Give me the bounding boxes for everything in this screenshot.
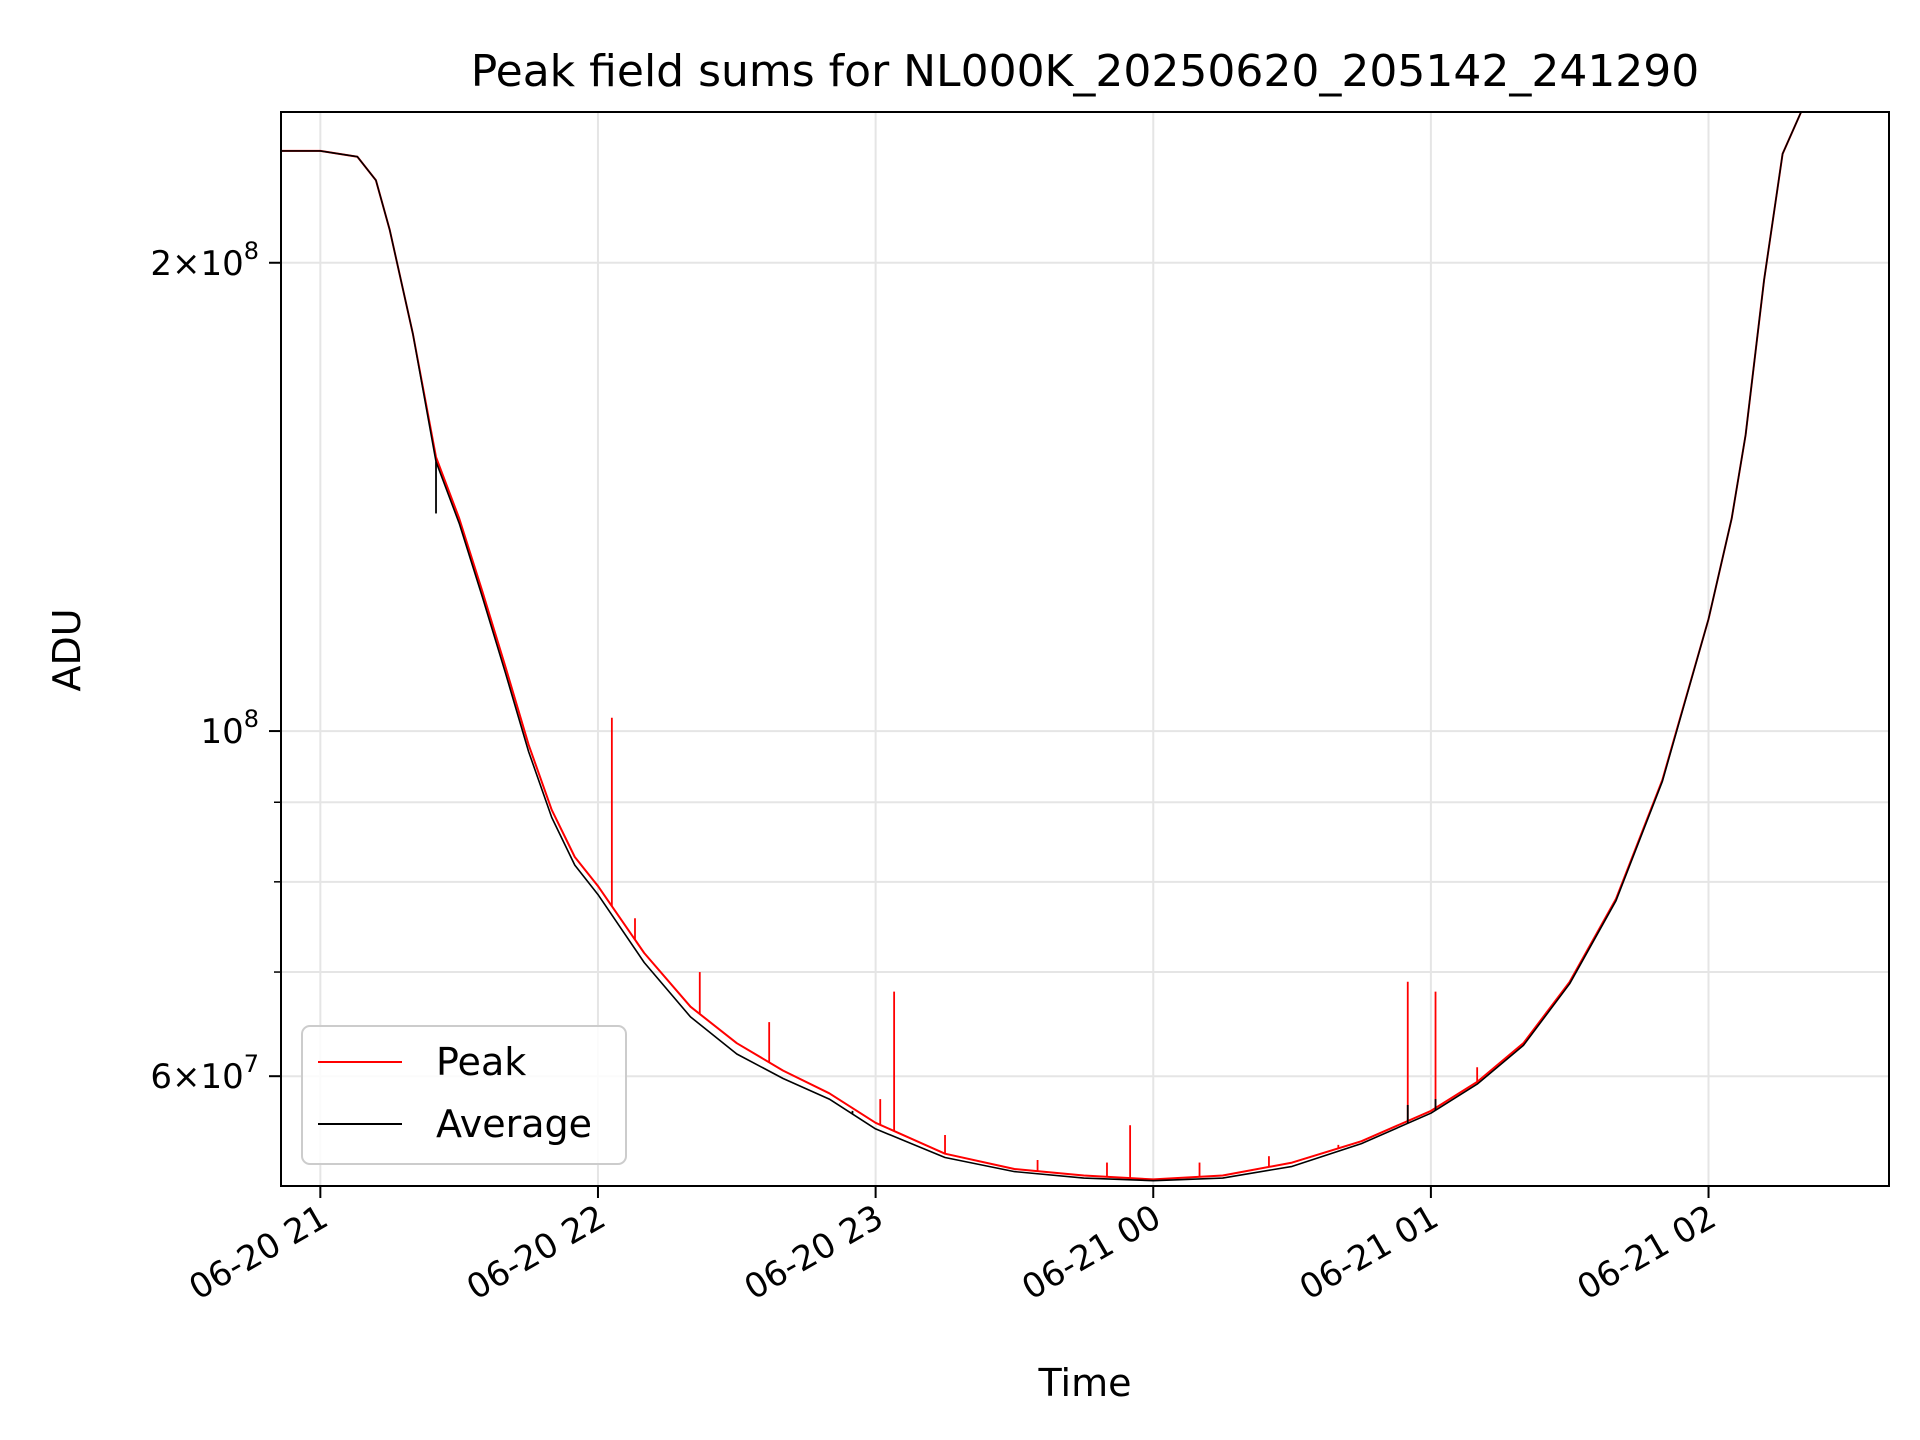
- plot-frame: [280, 111, 1890, 1187]
- series-spikes: [435, 461, 1548, 1179]
- legend-label-peak: Peak: [436, 1040, 526, 1084]
- y-tick-label: 2×108: [150, 237, 259, 284]
- legend: Peak Average: [301, 1025, 627, 1165]
- y-axis-ticks: 6×107 108 2×108: [150, 237, 281, 1097]
- y-axis-label: ADU: [45, 608, 89, 691]
- y-tick-label-text: 2×108: [150, 237, 259, 284]
- series-lines: [281, 111, 1889, 1182]
- y-tick-label-text: 6×107: [150, 1050, 259, 1097]
- series-line-average: [281, 111, 1889, 1182]
- y-tick-label: 108: [200, 705, 259, 752]
- grid: [281, 112, 1889, 1186]
- legend-box: [301, 1025, 627, 1165]
- x-axis-label: Time: [1038, 1361, 1132, 1405]
- y-tick-label-text: 108: [200, 705, 259, 752]
- chart-title: Peak field sums for NL000K_20250620_2051…: [471, 46, 1700, 97]
- y-tick-label: 6×107: [150, 1050, 259, 1097]
- legend-label-average: Average: [436, 1102, 592, 1146]
